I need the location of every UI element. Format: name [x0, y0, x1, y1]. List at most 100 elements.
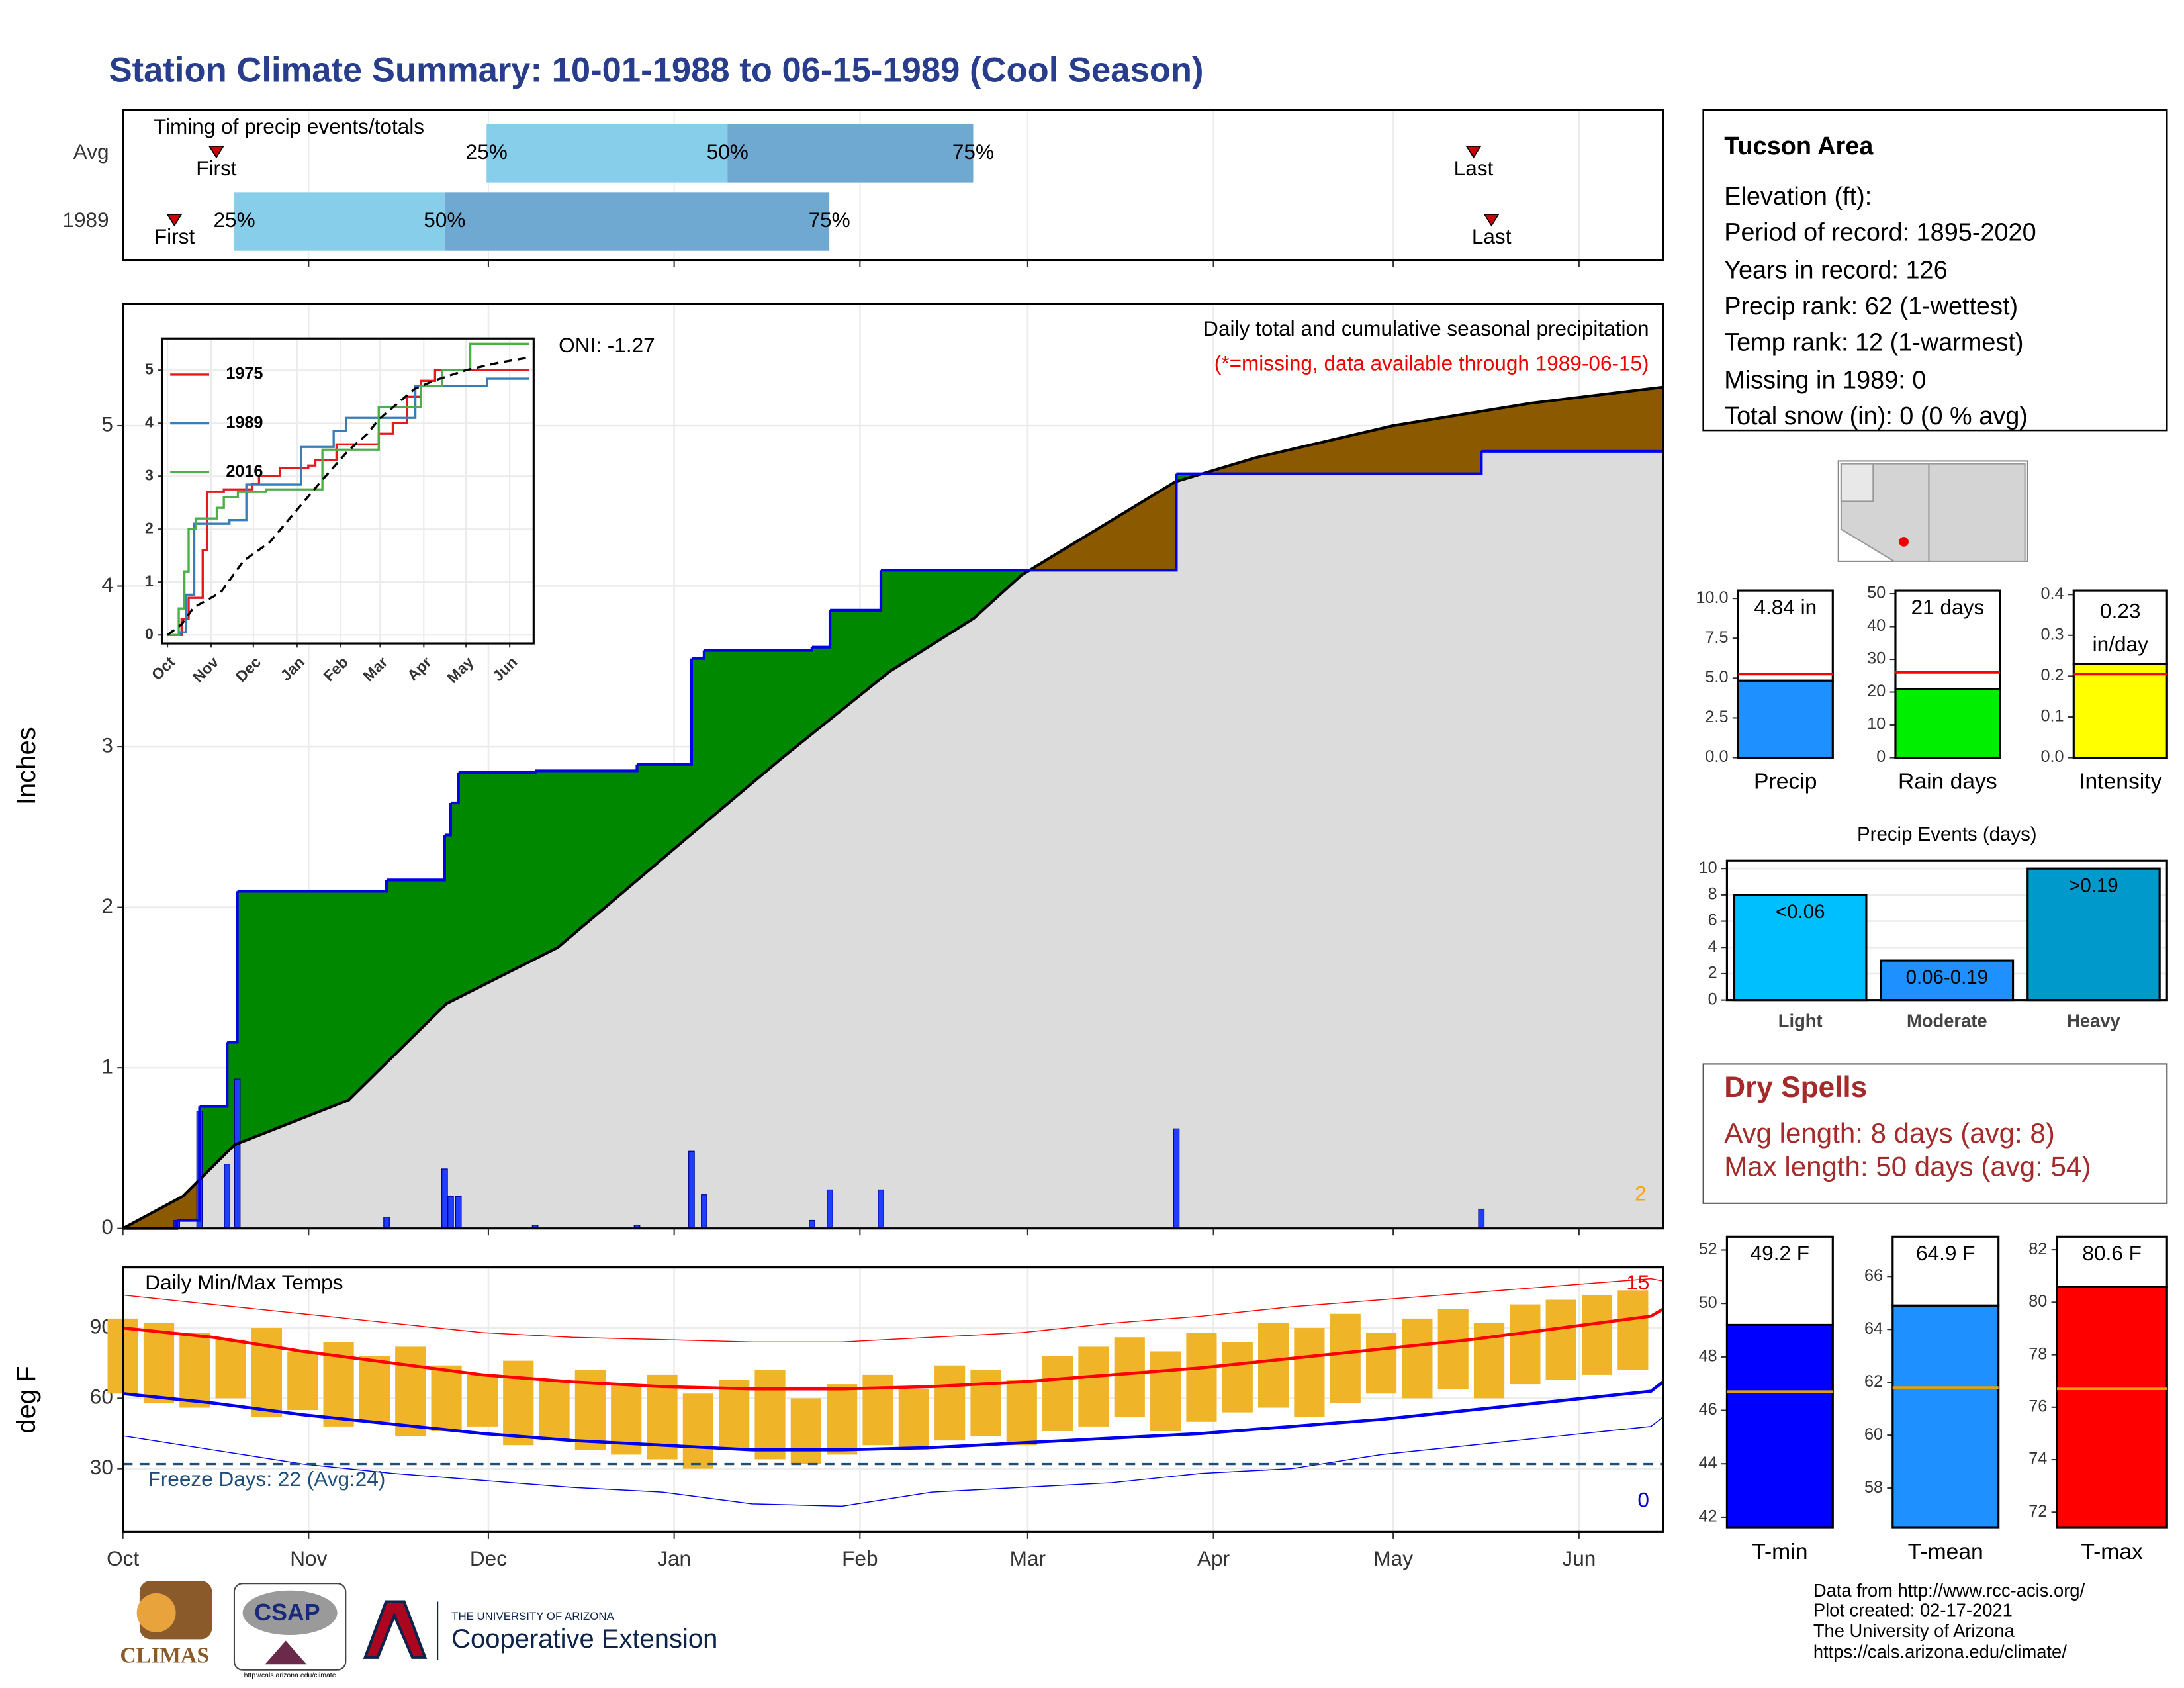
temp-range-bar: [503, 1360, 534, 1446]
station-line: Period of record: 1895-2020: [1724, 218, 2036, 246]
bar: [2026, 867, 2161, 1002]
record-temp-line: [122, 1278, 1663, 1343]
x-tick-label: Heavy: [2067, 1011, 2120, 1031]
event-label: First: [196, 156, 237, 180]
cumulative-step: [535, 764, 639, 773]
y-tick-label: 2: [1708, 964, 1717, 982]
daily-bar: [827, 1189, 833, 1229]
y-tick-label: 0: [1876, 747, 1886, 766]
temp-range-bar: [754, 1370, 786, 1460]
x-tick-label: T-mean: [1908, 1540, 1983, 1564]
temp-range-bar: [1294, 1328, 1325, 1417]
temp-range-bar: [143, 1323, 175, 1403]
temp-range-bar: [1402, 1318, 1433, 1399]
x-tick-label: Jan: [657, 1546, 691, 1570]
station-line: Missing in 1989: 0: [1724, 366, 1926, 394]
temp-range-bar: [1365, 1333, 1397, 1394]
base-fill: [122, 451, 1663, 1229]
y-tick-label: 30: [1867, 649, 1886, 668]
average-line: [122, 385, 1663, 1230]
quartile-label: 50%: [707, 140, 749, 164]
value-label: 80.6 F: [2082, 1241, 2141, 1265]
panel-title: Precip Events (days): [1857, 823, 2037, 845]
x-tick-label: Dec: [470, 1546, 507, 1570]
legend-label: 2016: [226, 462, 263, 481]
cumulative-step: [444, 802, 453, 837]
y-tick-label: 66: [1864, 1266, 1883, 1285]
daily-bar: [1478, 1208, 1485, 1229]
station-line: Total snow (in): 0 (0 % avg): [1724, 402, 2028, 430]
y-tick-label: 0.1: [2040, 707, 2064, 726]
y-tick-label: 0.0: [1705, 747, 1728, 766]
cumulative-step: [237, 880, 388, 893]
cumulative-line: [167, 369, 529, 636]
cumulative-step: [637, 658, 694, 766]
temp-range-bar: [1581, 1295, 1613, 1375]
dry-spells-line: Max length: 50 days (avg: 54): [1724, 1150, 2091, 1182]
x-tick-label: Precip: [1754, 769, 1817, 794]
y-tick-label: 0.4: [2040, 585, 2064, 603]
row-label: Avg: [73, 140, 109, 164]
value-label: 64.9 F: [1916, 1241, 1975, 1265]
cumulative-line: [167, 342, 529, 636]
y-tick-label: 7.5: [1705, 628, 1728, 647]
y-tick-label: 40: [1867, 616, 1886, 635]
quartile-bar: [727, 124, 974, 183]
y-tick-label: 0: [145, 625, 154, 642]
y-tick-label: 10: [1699, 859, 1717, 877]
temp-range-bar: [179, 1333, 210, 1408]
x-tick-label: Rain days: [1898, 769, 1997, 794]
x-tick-label: T-max: [2081, 1540, 2143, 1564]
cumulative-step: [450, 772, 460, 805]
missing-count: 2: [1635, 1182, 1647, 1205]
y-axis-title: deg F: [12, 1366, 41, 1433]
credit-line: https://cals.arizona.edu/climate/: [1813, 1642, 2067, 1662]
panel-frame: [160, 337, 535, 645]
logo-text: THE UNIVERSITY OF ARIZONA: [451, 1610, 614, 1622]
x-tick-label: Apr: [1197, 1546, 1230, 1570]
dry-spells-box: [1702, 1063, 2168, 1204]
y-tick-label: 80: [2028, 1292, 2047, 1311]
row-label: 1989: [62, 208, 109, 232]
event-label: First: [154, 224, 195, 248]
y-tick-label: 2.5: [1705, 708, 1728, 726]
panel-frame: [122, 1266, 1664, 1533]
record-high-count: 15: [1626, 1270, 1649, 1294]
y-tick-label: 6: [1708, 911, 1717, 929]
bar-label: >0.19: [2069, 874, 2118, 896]
x-tick-label: Feb: [842, 1546, 878, 1570]
legend-label: 1975: [226, 365, 263, 383]
cumulative-step: [1176, 451, 1483, 475]
y-tick-label: 5: [145, 360, 154, 377]
event-marker: [1483, 214, 1500, 227]
station-line: Elevation (ft):: [1724, 183, 1872, 211]
page-title: Station Climate Summary: 10-01-1988 to 0…: [109, 50, 1204, 89]
panel-frame: [122, 303, 1664, 1230]
event-marker: [208, 146, 224, 159]
cumulative-step: [199, 1042, 229, 1108]
value-box: [1891, 1235, 2000, 1307]
locator-map: [1837, 460, 2028, 562]
temp-range-bar: [934, 1365, 966, 1441]
event-label: Last: [1454, 156, 1494, 180]
temp-range-bar: [1510, 1304, 1541, 1385]
cumulative-step: [830, 570, 883, 612]
x-tick-label: Moderate: [1907, 1011, 1987, 1031]
bar: [1733, 894, 1868, 1002]
temp-range-bar: [1257, 1323, 1289, 1408]
x-tick-label: Nov: [290, 1546, 327, 1570]
value-label: 4.84 in: [1754, 595, 1817, 619]
temp-range-bar: [1078, 1346, 1109, 1427]
panel-title: Timing of precip events/totals: [154, 115, 424, 138]
bar: [1737, 679, 1834, 759]
normal-temp-line: [122, 1307, 1664, 1391]
cumulative-step: [881, 473, 1178, 572]
x-tick-label: May: [1373, 1546, 1413, 1570]
oni-label: ONI: -1.27: [559, 333, 655, 357]
temp-range-bar: [431, 1365, 462, 1431]
bar: [2072, 663, 2168, 759]
bar-label: 0.06-0.19: [1906, 966, 1988, 988]
temp-range-bar: [1006, 1380, 1037, 1446]
panel-title: Daily Min/Max Temps: [145, 1270, 343, 1294]
quartile-bar: [486, 124, 728, 183]
